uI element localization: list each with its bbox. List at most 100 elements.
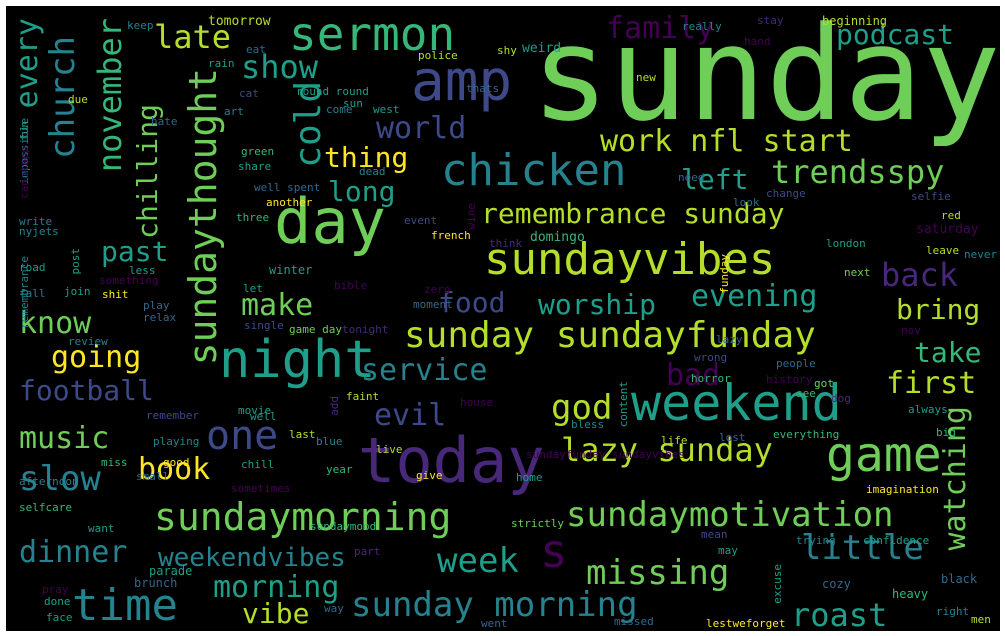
word-cloud-word: long [328, 175, 396, 208]
word-cloud-word: may [718, 544, 738, 557]
word-cloud-word: leave [926, 244, 960, 257]
word-cloud-word: past [101, 235, 169, 268]
word-cloud-word: part [354, 545, 381, 558]
word-cloud-word: black [941, 572, 978, 586]
word-cloud-word: movie [238, 404, 272, 417]
word-cloud-word: people [776, 357, 816, 370]
word-cloud-word: chill [241, 458, 275, 471]
word-cloud-word: horror [691, 372, 731, 385]
word-cloud-word: last [289, 428, 316, 441]
word-cloud-word: bad [666, 358, 721, 393]
word-cloud-word: playing [153, 435, 200, 448]
word-cloud-word: cozy [822, 577, 851, 591]
word-cloud-word: hand [744, 35, 771, 48]
word-cloud-word: weird [522, 41, 562, 56]
word-cloud-word: sundaythought [181, 68, 225, 366]
word-cloud-word: history [766, 373, 813, 386]
word-cloud-word: done [44, 595, 71, 608]
word-cloud-word: pray [42, 583, 69, 596]
word-cloud-word: wine [465, 203, 478, 230]
word-cloud-word: fall [19, 287, 46, 300]
word-cloud-word: work nfl start [600, 124, 853, 159]
word-cloud-word: imagination [866, 483, 939, 496]
word-cloud-word: bible [334, 279, 368, 292]
word-cloud-word: another [266, 196, 313, 209]
word-cloud-word: game [826, 427, 942, 483]
word-cloud-word: wrong [694, 351, 728, 364]
word-cloud-word: everything [773, 428, 840, 441]
word-cloud-word: single [244, 319, 284, 332]
word-cloud-word: round round [296, 85, 369, 98]
word-cloud-word: dog [831, 392, 851, 405]
word-cloud-word: chicken [441, 145, 627, 196]
word-cloud-word: french [431, 229, 471, 242]
word-cloud: sunday day today night weekend game amp sermon c… [6, 6, 1000, 631]
word-cloud-word: life [661, 434, 688, 447]
word-cloud-word: canotapp [18, 146, 31, 199]
word-cloud-word: mean [701, 528, 728, 541]
word-cloud-word: less [129, 264, 156, 277]
word-cloud-word: family [606, 11, 715, 46]
word-cloud-word: add [328, 396, 341, 416]
word-cloud-word: tomorrow [208, 14, 271, 29]
word-cloud-word: food [438, 286, 506, 319]
word-cloud-word: thing [324, 141, 409, 174]
word-cloud-word: beginning [822, 14, 888, 28]
word-cloud-word: need [678, 171, 705, 184]
word-cloud-word: dinner [19, 535, 128, 570]
word-cloud-word: went [481, 617, 508, 630]
word-cloud-word: sundaymotivation [566, 495, 894, 535]
word-cloud-word: moment [413, 298, 453, 311]
word-cloud-word: weekend [631, 374, 842, 432]
word-cloud-word: house [460, 396, 494, 409]
word-cloud-word: content [617, 381, 630, 428]
word-cloud-word: men [971, 613, 991, 626]
word-cloud-word: year [326, 463, 353, 476]
word-cloud-word: time [72, 580, 178, 631]
word-cloud-word: world [376, 111, 467, 146]
word-cloud-word: good [163, 456, 190, 469]
word-cloud-word: football [19, 374, 154, 407]
word-cloud-word: night [219, 330, 376, 390]
word-cloud-word: funday [718, 254, 731, 294]
word-cloud-word: sermon [289, 7, 456, 61]
word-cloud-word: going [51, 340, 142, 375]
word-cloud-word: stay [757, 14, 784, 27]
word-cloud-word: always [908, 403, 948, 416]
word-cloud-word: roast [791, 596, 888, 631]
word-cloud-word: god [551, 388, 613, 428]
word-cloud-word: really [682, 20, 722, 33]
word-cloud-word: tonight [342, 323, 389, 336]
word-cloud-word: make [241, 288, 314, 323]
word-cloud-word: know [19, 306, 92, 341]
word-cloud-word: evil [374, 398, 447, 433]
word-cloud-word: evening [691, 279, 818, 314]
word-cloud-word: every [10, 18, 45, 109]
word-cloud-word: sunday [531, 6, 1000, 150]
word-cloud-word: sometimes [231, 482, 291, 495]
word-cloud-word: look [733, 196, 760, 209]
word-cloud-word: missed [614, 615, 654, 628]
word-cloud-word: saturday [916, 222, 979, 237]
word-cloud-word: s [540, 524, 568, 578]
word-cloud-word: remembrance [18, 256, 31, 329]
word-cloud-word: well spent [254, 181, 321, 194]
word-cloud-word: vibe [242, 597, 310, 630]
word-cloud-word: slow [19, 459, 101, 499]
word-cloud-word: sundaymorning [154, 495, 452, 539]
word-cloud-word: well [250, 410, 277, 423]
word-cloud-word: heavy [892, 587, 929, 601]
word-cloud-word: lestweforget [706, 617, 786, 630]
word-cloud-word: due [68, 93, 88, 106]
word-cloud-word: shy [497, 44, 517, 57]
word-cloud-word: lazy sunday [561, 431, 773, 469]
word-cloud-word: show [241, 48, 319, 86]
word-cloud-word: first [886, 366, 977, 401]
word-cloud-word: blue [316, 435, 343, 448]
word-cloud-word: post [69, 248, 82, 275]
word-cloud-word: small [136, 470, 170, 483]
word-cloud-word: confidence [863, 534, 930, 547]
word-cloud-word: write [19, 215, 53, 228]
word-cloud-word: selfie [911, 190, 951, 203]
word-cloud-word: share [238, 160, 272, 173]
